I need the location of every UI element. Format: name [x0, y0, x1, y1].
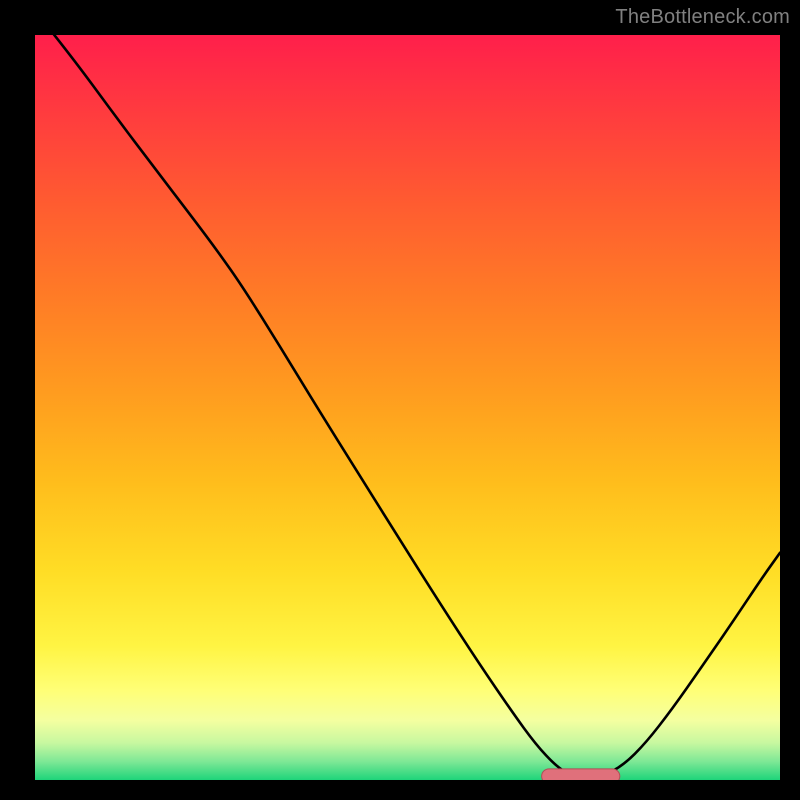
optimal-marker [542, 769, 620, 780]
frame-border-left [0, 0, 35, 800]
plot-area [35, 35, 780, 780]
marker-svg [35, 35, 780, 780]
frame-border-right [780, 0, 800, 800]
frame-border-bottom [0, 780, 800, 800]
watermark-text: TheBottleneck.com [615, 6, 790, 29]
